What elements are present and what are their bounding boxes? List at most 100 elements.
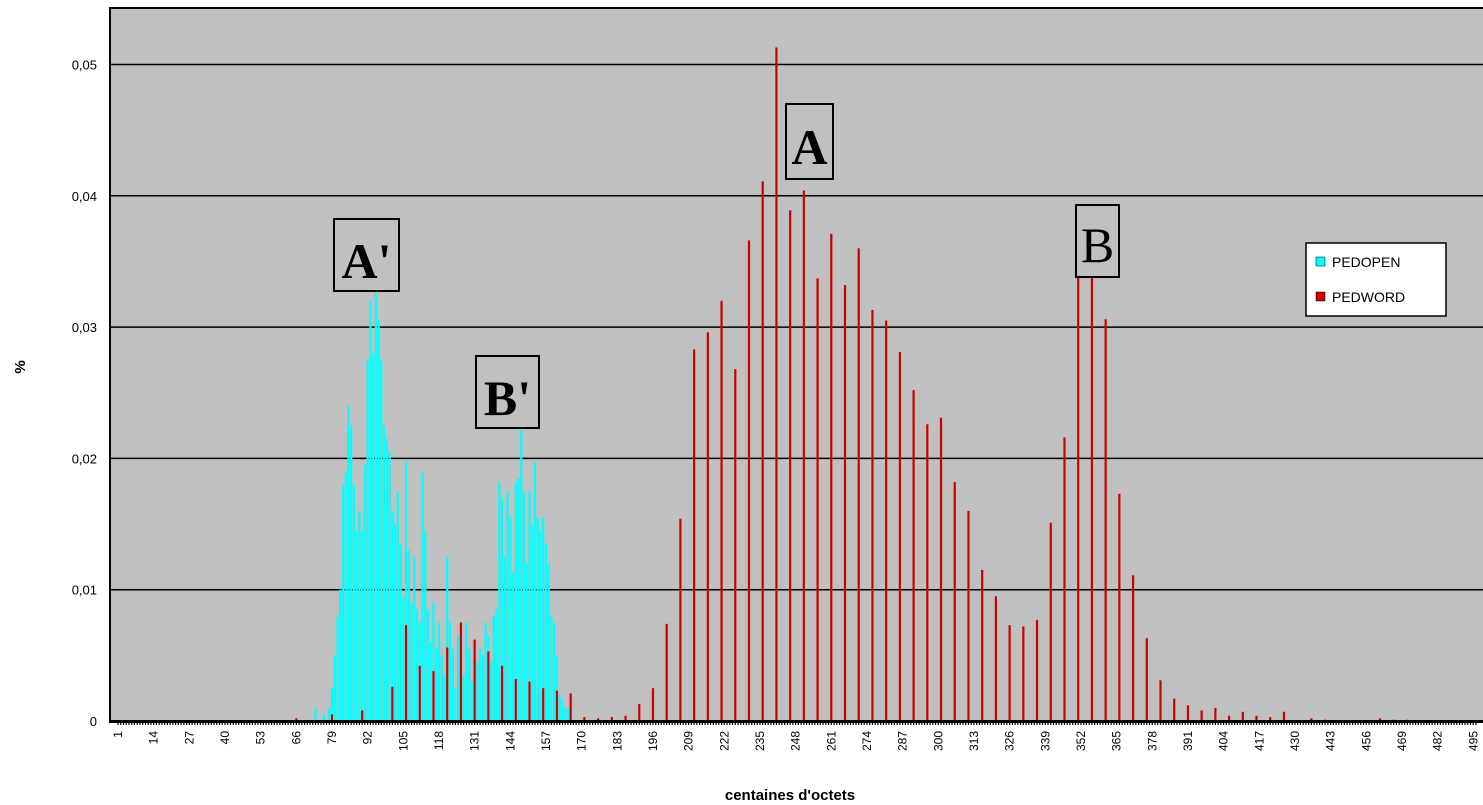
bar [1104, 319, 1107, 721]
x-tick-label: 391 [1181, 731, 1195, 751]
legend-swatch-pedopen [1315, 256, 1326, 267]
bar [418, 665, 421, 721]
annotation-a-text: A [791, 119, 827, 175]
bar [361, 710, 364, 721]
bar [1227, 715, 1231, 721]
bar [495, 609, 498, 721]
bar [1008, 625, 1011, 721]
x-tick-label: 53 [254, 731, 268, 745]
bar [564, 707, 567, 721]
bar [468, 648, 471, 721]
bar [550, 615, 553, 721]
bar [350, 425, 353, 721]
bar [547, 563, 550, 721]
x-tick-label: 417 [1252, 731, 1266, 751]
bar [533, 462, 537, 721]
bar [473, 639, 476, 721]
x-tick-label: 443 [1324, 731, 1338, 751]
x-tick-label: 339 [1038, 731, 1052, 751]
bar [372, 353, 375, 721]
bar [665, 623, 668, 721]
x-tick-label: 404 [1217, 731, 1231, 751]
bar [912, 390, 915, 721]
bar [347, 405, 350, 721]
legend-label-pedopen: PEDOPEN [1332, 254, 1400, 270]
bar [358, 510, 361, 721]
x-tick-label: 378 [1145, 731, 1159, 751]
bar [802, 190, 805, 721]
bar [443, 675, 446, 721]
bar [369, 300, 372, 721]
bar [1022, 626, 1025, 721]
x-tick-label: 131 [468, 731, 482, 751]
bar [366, 359, 369, 721]
x-tick-label: 118 [432, 731, 446, 750]
bar [871, 310, 874, 721]
bar [424, 530, 427, 721]
bar [476, 661, 479, 721]
bar [1186, 705, 1190, 721]
bar [569, 693, 572, 721]
x-tick-label: 482 [1431, 731, 1445, 751]
bar [1255, 715, 1258, 721]
bar [363, 464, 367, 721]
x-tick-label: 209 [682, 731, 696, 751]
bar [1049, 522, 1052, 721]
bar [500, 497, 504, 721]
bar [514, 678, 517, 721]
bar [693, 349, 696, 721]
bar [314, 707, 317, 721]
y-tick-label: 0,03 [72, 320, 97, 335]
x-tick-label: 313 [967, 731, 981, 751]
bar [328, 707, 331, 721]
bar [333, 655, 336, 721]
bar [1282, 711, 1286, 721]
bar [747, 240, 751, 721]
bar [1159, 680, 1162, 721]
x-tick-label: 287 [896, 731, 910, 751]
bar [421, 472, 424, 721]
bar [344, 471, 347, 721]
bar [1214, 707, 1217, 721]
bar [520, 425, 523, 721]
bar [490, 661, 493, 721]
bar [330, 714, 334, 721]
x-tick-label: 196 [646, 731, 660, 751]
x-tick-label: 66 [289, 731, 303, 745]
x-tick-label: 365 [1110, 731, 1124, 751]
bar [404, 625, 408, 721]
x-tick-label: 144 [503, 731, 517, 751]
x-tick-label: 261 [824, 731, 838, 751]
bar [500, 665, 504, 721]
annotation-a: A [785, 103, 834, 180]
legend: PEDOPEN PEDWORD [1305, 242, 1447, 317]
bar [522, 491, 526, 721]
bar [481, 655, 484, 721]
bar [1200, 710, 1203, 721]
x-tick-label: 157 [539, 731, 553, 751]
bar [429, 642, 432, 721]
bar [352, 484, 356, 721]
bar [816, 278, 819, 721]
bar [542, 517, 545, 721]
bar [953, 482, 956, 721]
bar [446, 647, 449, 721]
x-axis [110, 720, 1483, 725]
annotation-b-prime-text: B' [484, 370, 531, 426]
annotation-a-prime: A' [333, 218, 400, 292]
x-tick-label: 14 [147, 731, 161, 745]
bar [487, 651, 490, 721]
bar [437, 622, 441, 721]
bar [994, 596, 997, 721]
bar [432, 602, 435, 721]
x-tick-label: 469 [1395, 731, 1409, 751]
annotation-a-prime-box [333, 218, 400, 292]
bar [1131, 575, 1135, 721]
bar [407, 550, 410, 721]
y-tick-label: 0,02 [72, 451, 97, 466]
bar [981, 569, 984, 721]
bar [506, 491, 509, 721]
bar [388, 451, 391, 721]
bar [775, 47, 778, 721]
